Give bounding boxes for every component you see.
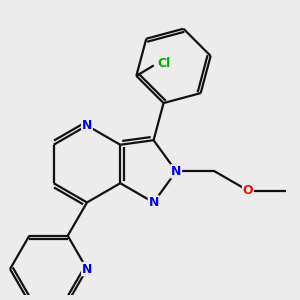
Text: Cl: Cl — [157, 57, 170, 70]
Text: N: N — [82, 262, 92, 276]
Text: N: N — [171, 165, 181, 178]
Text: N: N — [82, 119, 92, 132]
Text: O: O — [243, 184, 253, 197]
Text: N: N — [148, 196, 159, 209]
